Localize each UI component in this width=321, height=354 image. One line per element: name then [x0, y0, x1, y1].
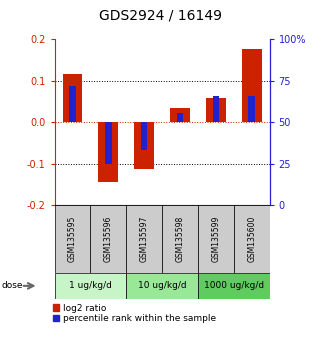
Text: 1000 ug/kg/d: 1000 ug/kg/d — [204, 281, 264, 290]
Legend: log2 ratio, percentile rank within the sample: log2 ratio, percentile rank within the s… — [53, 304, 216, 324]
Text: GDS2924 / 16149: GDS2924 / 16149 — [99, 9, 222, 23]
Bar — [134, 122, 154, 169]
Bar — [91, 205, 126, 273]
Text: dose: dose — [2, 281, 23, 290]
Bar — [170, 108, 190, 122]
Bar — [141, 122, 147, 150]
Bar — [55, 273, 126, 299]
Bar — [206, 98, 226, 122]
Text: 1 ug/kg/d: 1 ug/kg/d — [69, 281, 112, 290]
Bar — [234, 205, 270, 273]
Text: 10 ug/kg/d: 10 ug/kg/d — [138, 281, 187, 290]
Bar — [198, 205, 234, 273]
Bar — [105, 122, 112, 164]
Text: GSM135595: GSM135595 — [68, 216, 77, 262]
Bar — [126, 205, 162, 273]
Bar — [242, 49, 262, 122]
Bar — [55, 205, 91, 273]
Bar — [99, 122, 118, 182]
Bar — [198, 273, 270, 299]
Bar — [126, 273, 198, 299]
Bar — [248, 96, 255, 122]
Text: GSM135598: GSM135598 — [176, 216, 185, 262]
Text: GSM135600: GSM135600 — [247, 216, 256, 262]
Bar — [63, 74, 82, 122]
Text: GSM135599: GSM135599 — [211, 216, 221, 262]
Bar — [162, 205, 198, 273]
Bar — [69, 86, 76, 122]
Bar — [177, 113, 183, 122]
Text: GSM135596: GSM135596 — [104, 216, 113, 262]
Text: GSM135597: GSM135597 — [140, 216, 149, 262]
Bar — [213, 96, 219, 122]
